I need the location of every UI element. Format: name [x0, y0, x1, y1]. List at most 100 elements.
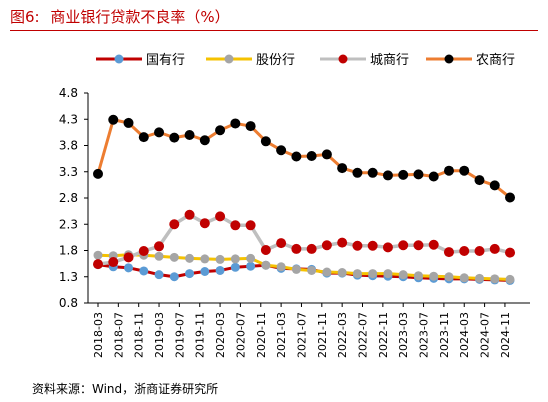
data-point — [443, 165, 454, 176]
x-tick-label: 2023-03 — [397, 312, 410, 358]
data-point — [93, 168, 103, 179]
data-point — [428, 239, 439, 250]
data-point — [108, 114, 119, 125]
data-point — [215, 254, 225, 264]
figure-title-text: 商业银行贷款不良率（%） — [50, 8, 230, 26]
data-point — [307, 265, 317, 275]
data-point — [337, 237, 348, 248]
data-point — [184, 209, 195, 220]
y-tick-label: 4.8 — [59, 86, 78, 100]
data-point — [108, 257, 119, 268]
data-point — [185, 269, 195, 279]
data-point — [230, 254, 240, 264]
title-divider — [10, 30, 538, 31]
data-point — [123, 252, 134, 263]
x-tick-label: 2024-07 — [479, 312, 492, 358]
data-point — [459, 165, 470, 176]
data-point — [413, 240, 424, 251]
legend-item: 农商行 — [426, 53, 515, 68]
data-point — [230, 118, 241, 129]
series-3 — [93, 209, 516, 270]
x-tick-label: 2019-07 — [173, 312, 186, 358]
figure-title: 图6: 商业银行贷款不良率（%） — [10, 6, 230, 27]
data-point — [215, 265, 225, 275]
legend-item: 股份行 — [206, 53, 295, 68]
data-point — [199, 135, 210, 146]
data-point — [367, 167, 378, 178]
data-point — [291, 264, 301, 274]
data-point — [169, 252, 179, 262]
data-point — [352, 167, 363, 178]
data-point — [200, 267, 210, 276]
data-point — [322, 267, 332, 277]
y-tick-label: 4.3 — [59, 112, 78, 126]
data-point — [398, 169, 409, 180]
data-point — [169, 272, 179, 282]
data-point — [261, 260, 271, 270]
data-point — [337, 163, 348, 174]
data-point — [459, 273, 469, 283]
data-point — [382, 242, 393, 253]
data-point — [321, 149, 332, 160]
legend-item: 城商行 — [320, 53, 409, 68]
data-point — [230, 220, 241, 231]
legend-label: 城商行 — [370, 53, 409, 68]
data-point — [139, 266, 149, 276]
y-tick-label: 1.8 — [59, 244, 78, 258]
data-point — [246, 253, 256, 263]
y-tick-label: 0.8 — [59, 296, 78, 310]
data-point — [398, 270, 408, 280]
data-point — [429, 271, 439, 281]
data-point — [230, 262, 240, 272]
legend-marker — [224, 54, 234, 64]
x-tick-label: 2024-11 — [499, 312, 512, 358]
x-tick-label: 2020-11 — [255, 312, 268, 358]
data-point — [93, 250, 103, 260]
x-tick-label: 2023-11 — [438, 312, 451, 358]
data-point — [352, 269, 362, 279]
legend-label: 股份行 — [256, 53, 295, 68]
series-line — [97, 213, 511, 266]
legend: 国有行 股份行 城商行 农商行 — [96, 53, 515, 68]
y-tick-label: 3.8 — [59, 139, 78, 153]
x-tick-label: 2019-11 — [194, 312, 207, 358]
data-point — [413, 271, 423, 281]
x-tick-label: 2020-07 — [234, 312, 247, 358]
series-2 — [93, 250, 515, 284]
data-point — [154, 241, 165, 252]
x-tick-label: 2021-03 — [275, 312, 288, 358]
legend-label: 农商行 — [476, 53, 515, 68]
series-line — [97, 253, 511, 281]
data-point — [154, 127, 165, 138]
x-axis: 2018-03 2018-07 2018-11 2019-03 2019-07 2019-… — [88, 302, 530, 358]
data-point — [444, 272, 454, 282]
data-point — [505, 274, 515, 284]
legend-item: 国有行 — [96, 53, 185, 68]
data-point — [245, 121, 256, 132]
data-point — [291, 243, 302, 254]
y-tick-label: 3.3 — [59, 165, 78, 179]
data-point — [169, 132, 180, 143]
data-point — [260, 136, 271, 147]
x-tick-label: 2021-11 — [316, 312, 329, 358]
data-point — [352, 240, 363, 251]
data-point — [185, 253, 195, 263]
x-tick-label: 2022-03 — [336, 312, 349, 358]
y-tick-label: 2.8 — [59, 191, 78, 205]
data-point — [490, 274, 500, 284]
data-point — [154, 270, 164, 280]
data-point — [398, 240, 409, 251]
x-tick-label: 2018-11 — [133, 312, 146, 358]
data-point — [245, 220, 256, 231]
data-point — [474, 246, 485, 257]
source-note: 资料来源：Wind，浙商证券研究所 — [32, 382, 219, 396]
data-point — [276, 238, 287, 249]
legend-marker — [444, 54, 454, 64]
data-point — [474, 175, 485, 186]
data-point — [459, 246, 470, 257]
x-tick-label: 2024-03 — [458, 312, 471, 358]
data-point — [276, 262, 286, 272]
x-tick-label: 2018-03 — [92, 312, 105, 358]
legend-marker — [338, 54, 348, 64]
data-point — [154, 251, 164, 261]
